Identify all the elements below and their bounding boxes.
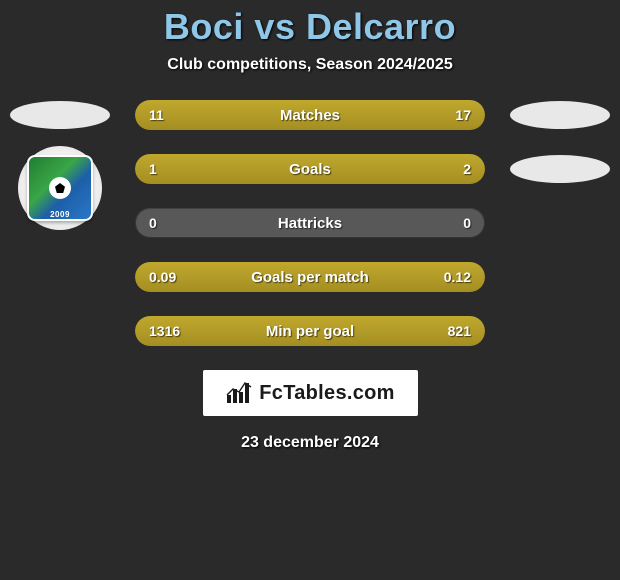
player-left-crest: 2009 <box>18 146 102 230</box>
page-title: Boci vs Delcarro <box>0 6 620 48</box>
snapshot-date: 23 december 2024 <box>0 434 620 452</box>
player-right-badge <box>510 155 610 183</box>
stat-row: 200912Goals <box>0 146 620 192</box>
subtitle: Club competitions, Season 2024/2025 <box>0 56 620 74</box>
stat-label: Min per goal <box>135 316 485 346</box>
player-right-badge <box>510 101 610 129</box>
crest-year: 2009 <box>50 210 70 219</box>
stat-label: Goals <box>135 154 485 184</box>
site-logo-text: FcTables.com <box>259 382 395 405</box>
stat-label: Hattricks <box>135 208 485 238</box>
bar-chart-icon <box>225 381 253 405</box>
stat-row: 0.090.12Goals per match <box>0 254 620 300</box>
stat-row: 1316821Min per goal <box>0 308 620 354</box>
stat-bar: 00Hattricks <box>135 208 485 238</box>
site-logo: FcTables.com <box>203 370 418 416</box>
right-slot <box>510 155 610 183</box>
right-slot <box>510 101 610 129</box>
stat-label: Matches <box>135 100 485 130</box>
left-slot: 2009 <box>10 108 110 230</box>
stat-label: Goals per match <box>135 262 485 292</box>
stat-bar: 0.090.12Goals per match <box>135 262 485 292</box>
stat-bar: 1316821Min per goal <box>135 316 485 346</box>
stat-bar: 1117Matches <box>135 100 485 130</box>
stat-bar: 12Goals <box>135 154 485 184</box>
